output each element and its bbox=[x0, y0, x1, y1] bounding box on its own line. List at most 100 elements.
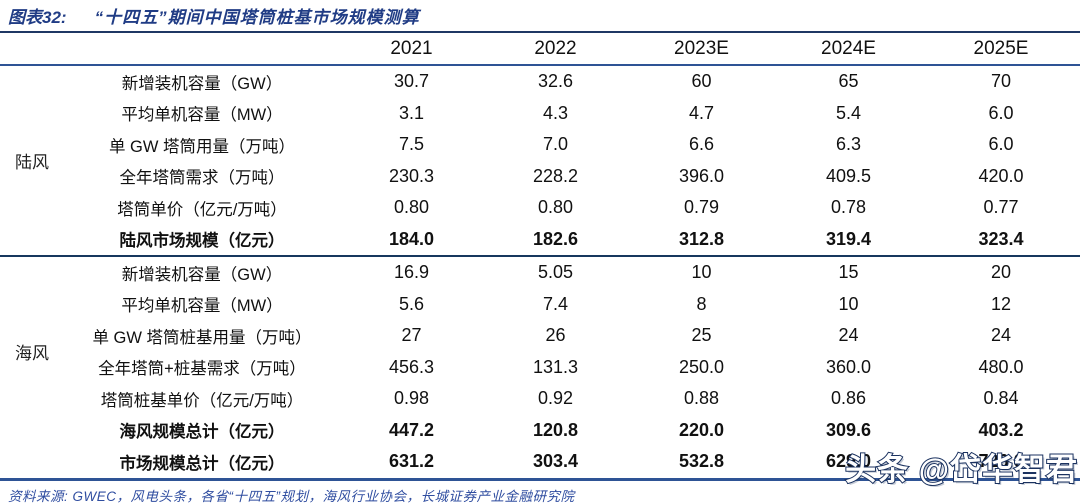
row-label-cell: 新增装机容量（GW） bbox=[121, 74, 283, 93]
table-body: 陆风 新增装机容量（GW） 30.7 32.6 60 65 70 平均单机容量（MW） 3.1 4… bbox=[0, 65, 1080, 479]
row-label-cell: 单 GW 塔筒用量（万吨） bbox=[108, 137, 296, 156]
value-cell: 532.8 bbox=[678, 451, 725, 472]
value-cell: 312.8 bbox=[678, 228, 725, 249]
row-label-cell: 平均单机容量（MW） bbox=[121, 297, 283, 316]
value-cell: 0.86 bbox=[830, 388, 867, 409]
market-size-table: 2021 2022 2023E 2024E 2025E 陆风 新增装机容量（GW）… bbox=[0, 33, 1080, 481]
figure-title-text: “十四五”期间中国塔筒桩基市场规模测算 bbox=[94, 8, 420, 27]
year-header-row: 2021 2022 2023E 2024E 2025E bbox=[0, 33, 1080, 65]
source-note: 资料来源: GWEC，风电头条，各省“十四五”规划，海风行业协会，长城证券产业金… bbox=[8, 488, 575, 503]
row-label-cell: 塔筒单价（亿元/万吨） bbox=[117, 200, 287, 219]
value-cell: 6.3 bbox=[835, 134, 862, 155]
value-cell: 309.6 bbox=[825, 419, 872, 440]
row-group-empty bbox=[0, 446, 64, 479]
value-cell: 0.92 bbox=[537, 388, 574, 409]
year-header: 2021 bbox=[390, 37, 433, 59]
value-cell: 120.8 bbox=[532, 419, 579, 440]
value-cell: 8 bbox=[696, 293, 707, 314]
value-cell: 20 bbox=[990, 262, 1012, 283]
row-label-cell: 新增装机容量（GW） bbox=[121, 265, 283, 284]
table-row: 平均单机容量（MW） 3.1 4.3 4.7 5.4 6.0 bbox=[0, 98, 1080, 130]
year-header: 2022 bbox=[534, 37, 577, 59]
value-cell: 319.4 bbox=[825, 228, 872, 249]
value-cell: 0.84 bbox=[983, 388, 1019, 409]
table-row: 市场规模总计（亿元） 631.2 303.4 532.8 629.0 726.6 bbox=[0, 446, 1080, 479]
value-cell: 250.0 bbox=[678, 356, 725, 377]
row-label-cell: 塔筒桩基单价（亿元/万吨） bbox=[100, 391, 304, 410]
table-row: 全年塔筒需求（万吨） 230.3 228.2 396.0 409.5 420.0 bbox=[0, 161, 1080, 193]
row-group-label: 海风 bbox=[15, 344, 49, 363]
value-cell: 0.88 bbox=[683, 388, 720, 409]
year-header: 2025E bbox=[973, 37, 1029, 59]
year-header: 2024E bbox=[821, 37, 876, 59]
value-cell: 420.0 bbox=[978, 165, 1024, 186]
table-row: 平均单机容量（MW） 5.6 7.4 8 10 12 bbox=[0, 289, 1080, 321]
row-label-cell: 全年塔筒+桩基需求（万吨） bbox=[98, 360, 306, 379]
value-cell: 456.3 bbox=[388, 356, 435, 377]
value-cell: 6.0 bbox=[988, 102, 1014, 123]
value-cell: 220.0 bbox=[678, 419, 725, 440]
row-label-cell: 市场规模总计（亿元） bbox=[119, 454, 285, 473]
table-row: 塔筒桩基单价（亿元/万吨） 0.98 0.92 0.88 0.86 0.84 bbox=[0, 383, 1080, 415]
row-label-cell: 海风规模总计（亿元） bbox=[119, 423, 285, 442]
table-row: 海风规模总计（亿元） 447.2 120.8 220.0 309.6 403.2 bbox=[0, 415, 1080, 447]
value-cell: 182.6 bbox=[532, 228, 579, 249]
value-cell: 27 bbox=[401, 325, 422, 346]
value-cell: 25 bbox=[691, 325, 712, 346]
value-cell: 396.0 bbox=[678, 165, 725, 186]
value-cell: 60 bbox=[691, 71, 712, 92]
corner-cell-empty bbox=[0, 33, 64, 65]
row-label-cell: 全年塔筒需求（万吨） bbox=[119, 169, 285, 188]
indicator-header-empty bbox=[64, 33, 340, 65]
value-cell: 6.6 bbox=[688, 134, 715, 155]
table-row: 单 GW 塔筒桩基用量（万吨） 27 26 25 24 24 bbox=[0, 320, 1080, 352]
value-cell: 0.98 bbox=[393, 388, 430, 409]
year-header: 2023E bbox=[674, 37, 729, 59]
value-cell: 30.7 bbox=[393, 71, 430, 92]
value-cell: 5.6 bbox=[398, 293, 425, 314]
table-row: 全年塔筒+桩基需求（万吨） 456.3 131.3 250.0 360.0 480.0 bbox=[0, 352, 1080, 384]
value-cell: 24 bbox=[838, 325, 859, 346]
value-cell: 5.05 bbox=[537, 262, 574, 283]
value-cell: 4.7 bbox=[688, 102, 715, 123]
value-cell: 184.0 bbox=[388, 228, 435, 249]
value-cell: 10 bbox=[691, 262, 712, 283]
value-cell: 360.0 bbox=[825, 356, 872, 377]
row-label-cell: 平均单机容量（MW） bbox=[121, 106, 283, 125]
value-cell: 303.4 bbox=[532, 451, 579, 472]
value-cell: 3.1 bbox=[398, 102, 425, 123]
value-cell: 726.6 bbox=[978, 451, 1024, 472]
table-row: 单 GW 塔筒用量（万吨） 7.5 7.0 6.6 6.3 6.0 bbox=[0, 129, 1080, 161]
value-cell: 12 bbox=[990, 293, 1012, 314]
value-cell: 0.79 bbox=[683, 197, 720, 218]
value-cell: 5.4 bbox=[835, 102, 862, 123]
value-cell: 0.78 bbox=[830, 197, 867, 218]
value-cell: 7.0 bbox=[542, 134, 569, 155]
value-cell: 16.9 bbox=[393, 262, 430, 283]
row-label-cell: 单 GW 塔筒桩基用量（万吨） bbox=[92, 328, 312, 347]
row-label-cell: 陆风市场规模（亿元） bbox=[119, 232, 285, 251]
figure-title: 图表32: “十四五”期间中国塔筒桩基市场规模测算 bbox=[0, 0, 1080, 33]
value-cell: 230.3 bbox=[388, 165, 435, 186]
value-cell: 228.2 bbox=[532, 165, 579, 186]
value-cell: 32.6 bbox=[537, 71, 574, 92]
figure-number: 图表32: bbox=[8, 8, 67, 27]
value-cell: 629.0 bbox=[825, 451, 872, 472]
value-cell: 631.2 bbox=[388, 451, 435, 472]
value-cell: 7.5 bbox=[398, 134, 425, 155]
value-cell: 447.2 bbox=[388, 419, 435, 440]
value-cell: 0.80 bbox=[537, 197, 574, 218]
value-cell: 26 bbox=[545, 325, 566, 346]
value-cell: 65 bbox=[838, 71, 859, 92]
value-cell: 403.2 bbox=[978, 419, 1024, 440]
watermark: 头条 @岱华智君 bbox=[844, 451, 1078, 488]
value-cell: 0.77 bbox=[983, 197, 1019, 218]
table-row: 陆风 新增装机容量（GW） 30.7 32.6 60 65 70 bbox=[0, 65, 1080, 172]
table-row: 海风 新增装机容量（GW） 16.9 5.05 10 15 20 bbox=[0, 256, 1080, 363]
value-cell: 323.4 bbox=[978, 228, 1024, 249]
table-row: 塔筒单价（亿元/万吨） 0.80 0.80 0.79 0.78 0.77 bbox=[0, 192, 1080, 224]
value-cell: 131.3 bbox=[532, 356, 579, 377]
value-cell: 7.4 bbox=[542, 293, 569, 314]
value-cell: 70 bbox=[990, 71, 1012, 92]
